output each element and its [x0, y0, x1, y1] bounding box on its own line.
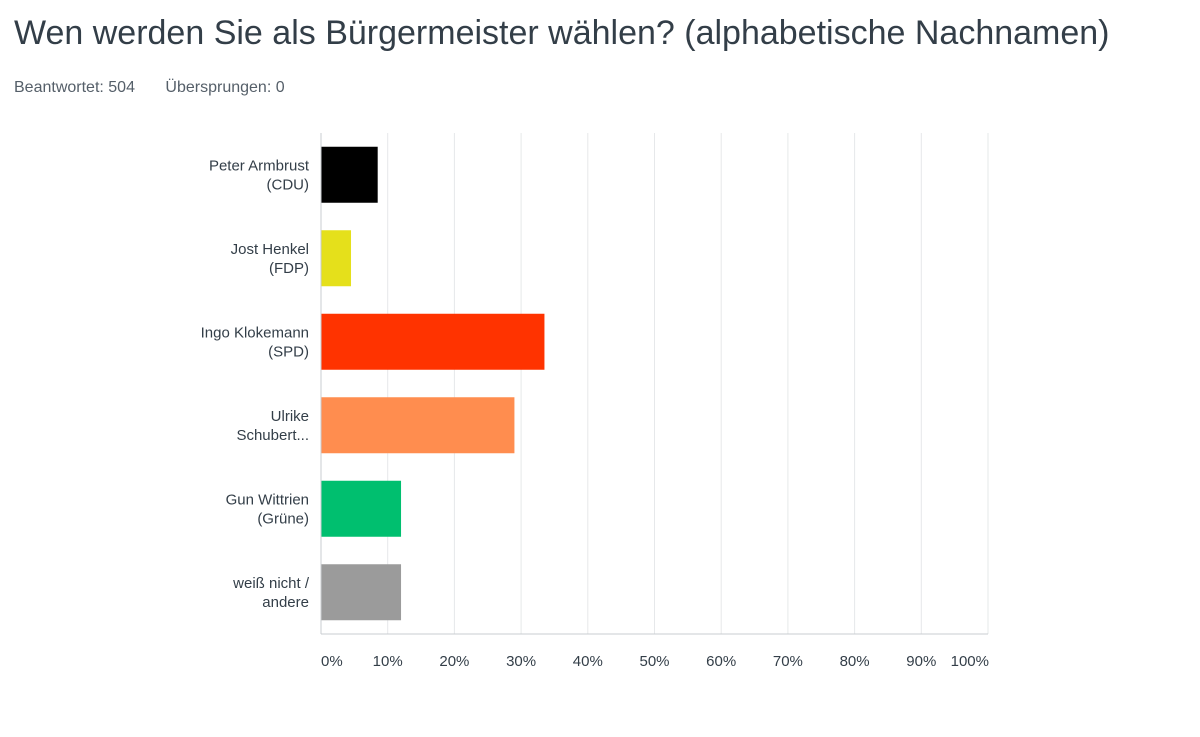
- x-tick-label: 10%: [373, 653, 403, 670]
- category-label: Ulrike: [271, 408, 309, 425]
- x-tick-label: 50%: [639, 653, 669, 670]
- bar[interactable]: [321, 564, 402, 621]
- x-tick-label: 40%: [573, 653, 603, 670]
- bar[interactable]: [321, 146, 378, 203]
- response-stats: Beantwortet: 504 Übersprungen: 0: [14, 79, 311, 97]
- x-tick-label: 0%: [321, 653, 343, 670]
- category-label: Schubert...: [236, 427, 309, 444]
- chart-category-labels: Peter Armbrust (CDU) Jost Henkel (FDP) Ingo …: [201, 157, 310, 611]
- category-label: weiß nicht /: [232, 575, 310, 592]
- x-tick-label: 30%: [506, 653, 536, 670]
- category-label: (Grüne): [257, 510, 309, 527]
- answered-count: Beantwortet: 504: [14, 79, 135, 96]
- bar[interactable]: [321, 230, 352, 287]
- x-tick-label: 80%: [840, 653, 870, 670]
- chart-tick-labels: 0% 10% 20% 30% 40% 50% 60% 70% 80% 90% 100%: [321, 653, 989, 670]
- category-label: andere: [262, 594, 309, 611]
- category-label: (FDP): [269, 260, 309, 277]
- bar[interactable]: [321, 397, 515, 454]
- x-tick-label: 20%: [439, 653, 469, 670]
- x-tick-label: 100%: [951, 653, 989, 670]
- chart-bars: [321, 146, 545, 621]
- category-label: Jost Henkel: [231, 241, 309, 258]
- category-label: Gun Wittrien: [226, 491, 309, 508]
- bar[interactable]: [321, 480, 402, 537]
- category-label: (SPD): [268, 343, 309, 360]
- question-title: Wen werden Sie als Bürgermeister wählen?…: [14, 14, 1110, 52]
- bar[interactable]: [321, 313, 545, 370]
- skipped-count: Übersprungen: 0: [165, 79, 285, 96]
- x-tick-label: 60%: [706, 653, 736, 670]
- x-tick-label: 70%: [773, 653, 803, 670]
- chart-gridlines: [321, 133, 989, 635]
- category-label: Peter Armbrust: [209, 157, 310, 174]
- category-label: Ingo Klokemann: [201, 324, 309, 341]
- category-label: (CDU): [267, 176, 310, 193]
- x-tick-label: 90%: [906, 653, 936, 670]
